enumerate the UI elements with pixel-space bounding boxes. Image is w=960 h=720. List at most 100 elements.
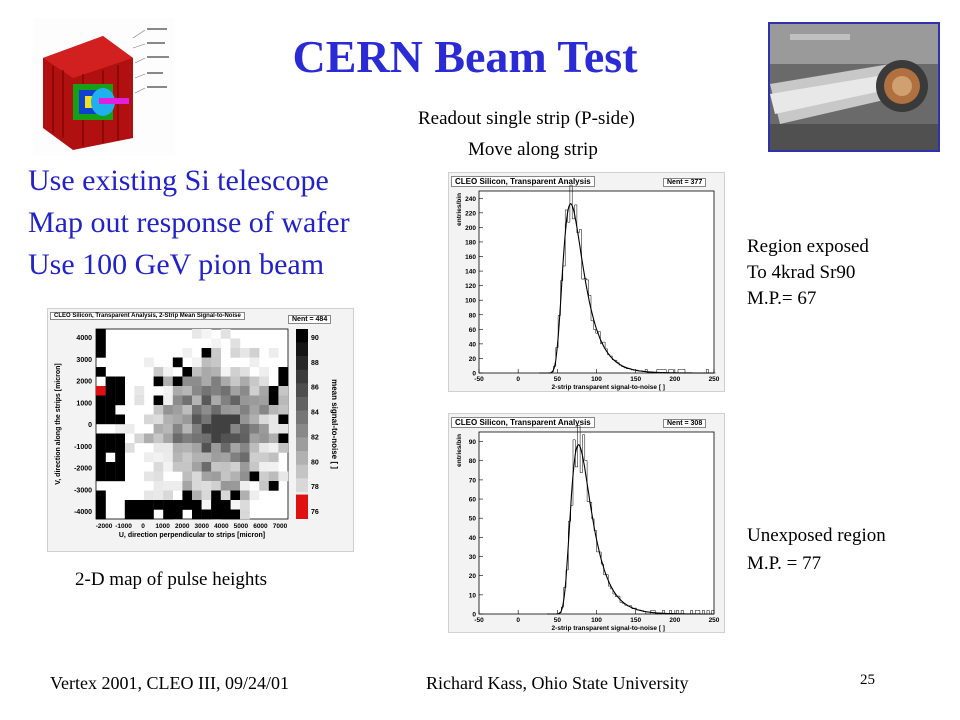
heatmap-cell [172, 395, 183, 406]
heatmap-cell [249, 424, 260, 434]
heatmap-cell [211, 348, 221, 358]
heatmap-cell [211, 509, 221, 520]
heatmap-y-tick: -2000 [74, 466, 92, 473]
heatmap-y-label: V, direction along the strips [micron] [55, 363, 62, 484]
heatmap-cell [153, 405, 164, 415]
heatmap-cell [192, 424, 202, 434]
heatmap-cell [249, 414, 260, 425]
heatmap-y-tick: 3000 [76, 357, 92, 364]
hist-y-tick: 80 [469, 312, 477, 319]
colorbar-label: mean signal-to-noise [ ] [330, 379, 339, 469]
heatmap-cell [201, 443, 212, 453]
heatmap-cell [105, 405, 116, 415]
heatmap-cell [153, 462, 164, 472]
heatmap-cell [144, 433, 154, 444]
heatmap-cell [96, 490, 106, 501]
heatmap-cell [192, 509, 202, 520]
colorbar-step [296, 437, 308, 452]
region2-line: Unexposed region [747, 525, 886, 546]
heatmap-cell [249, 462, 260, 472]
heatmap-cell [182, 386, 193, 396]
heatmap-cell [172, 462, 183, 472]
hist2-title: CLEO Silicon, Transparent Analysis [451, 417, 595, 428]
hist-x-tick: 50 [554, 376, 562, 383]
heatmap-cell [172, 386, 183, 396]
heatmap-cell [249, 386, 260, 396]
heatmap-cell [211, 433, 221, 444]
page-number: 25 [860, 672, 875, 688]
heatmap-plot: CLEO Silicon, Transparent Analysis, 2-St… [47, 308, 354, 552]
region2-line: M.P. = 77 [747, 553, 822, 574]
beam-pipe-photo [768, 22, 940, 152]
hist-frame [478, 190, 715, 374]
hist-y-tick: 60 [469, 497, 477, 504]
heatmap-cell [153, 443, 164, 453]
colorbar-step [296, 369, 308, 384]
heatmap-cell [201, 348, 212, 358]
heatmap-cell [182, 405, 193, 415]
heatmap-cell [240, 414, 250, 425]
heatmap-cell [211, 395, 221, 406]
heatmap-cell [249, 471, 260, 482]
heatmap-cell [192, 490, 202, 501]
heatmap-x-tick: 4000 [214, 523, 229, 530]
heatmap-cell [115, 462, 125, 472]
heatmap-cell [201, 424, 212, 434]
heatmap-cell [144, 509, 154, 520]
heatmap-cell [105, 376, 116, 387]
hist-y-tick: 180 [465, 239, 476, 246]
hist-y-tick: 0 [472, 612, 476, 619]
region2-caption: Unexposed region M.P. = 77 [747, 522, 886, 578]
heatmap-x-tick: -1000 [115, 523, 132, 530]
heatmap-cell [182, 433, 193, 444]
heatmap-cell [268, 424, 279, 434]
heatmap-cell [105, 414, 116, 425]
heatmap-cell [259, 386, 269, 396]
heatmap-cell [153, 490, 164, 501]
heatmap-y-tick: 0 [88, 422, 92, 429]
hist-x-tick: 200 [669, 376, 680, 383]
hist-steps [539, 184, 716, 374]
heatmap-cell [96, 395, 106, 406]
heatmap-cell [172, 452, 183, 463]
heatmap-cell [201, 329, 212, 339]
heatmap-cell [172, 481, 183, 491]
heatmap-cell [172, 424, 183, 434]
hist-x-label: 2-strip transparent signal-to-noise [ ] [552, 625, 665, 632]
hist-y-label: entries/bin [456, 434, 463, 467]
colorbar-step [296, 329, 308, 343]
heatmap-cell [192, 414, 202, 425]
colorbar-step [296, 342, 308, 357]
heatmap-cell [144, 500, 154, 510]
hist-y-tick: 40 [469, 535, 477, 542]
heatmap-cell [105, 386, 116, 396]
heatmap-cell [259, 376, 269, 387]
heatmap-cell [240, 471, 250, 482]
colorbar-red-step [296, 494, 308, 519]
heatmap-cell [230, 395, 241, 406]
heatmap-x-tick: 0 [141, 523, 145, 530]
heatmap-x-tick: 6000 [253, 523, 268, 530]
move-caption: Move along strip [468, 139, 598, 160]
heatmap-cell [220, 462, 231, 472]
hist-y-tick: 240 [465, 196, 476, 203]
heatmap-hot-cell [96, 386, 106, 396]
heatmap-cell [115, 433, 125, 444]
heatmap-cell [249, 452, 260, 463]
heatmap-cell [220, 386, 231, 396]
heatmap-cell [230, 462, 241, 472]
heatmap-cell [163, 414, 173, 425]
heatmap-cell [201, 405, 212, 415]
hist-y-tick: 40 [469, 341, 477, 348]
heatmap-y-tick: 1000 [76, 400, 92, 407]
colorbar-step [296, 396, 308, 411]
heatmap-cell [105, 462, 116, 472]
heatmap-cell [153, 367, 164, 377]
region1-caption: Region exposed To 4krad Sr90 M.P.= 67 [747, 234, 869, 312]
heatmap-cell [240, 405, 250, 415]
heatmap-cell [268, 481, 279, 491]
heatmap-cell [134, 395, 145, 406]
hist-x-tick: 100 [591, 617, 602, 624]
heatmap-cell [259, 481, 269, 491]
hist-x-tick: 100 [591, 376, 602, 383]
